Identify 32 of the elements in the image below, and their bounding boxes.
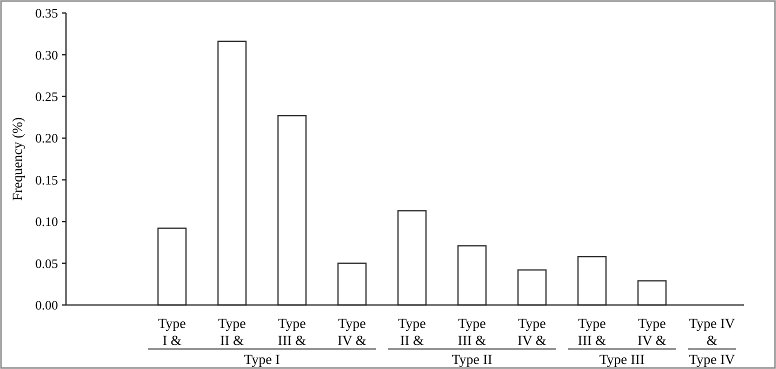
x-tick-label: Type IV & (518, 317, 547, 349)
x-tick-label: Type IV & (688, 317, 736, 349)
bar (337, 262, 367, 306)
text: Type III (599, 353, 645, 368)
bar (637, 280, 667, 306)
x-tick-label: Type III & (578, 317, 606, 349)
bar (397, 210, 427, 306)
y-tick-label: 0.10 (35, 214, 58, 230)
bar (457, 245, 487, 306)
x-tick-label: Type III & (458, 317, 486, 349)
y-tick-label: 0.25 (35, 88, 58, 104)
bar (517, 269, 547, 306)
y-tick-label: 0.20 (35, 130, 58, 146)
x-tick-label: Type II & (218, 317, 246, 349)
bar (277, 114, 307, 306)
y-tick-label: 0.30 (35, 47, 58, 62)
y-tick-label: 0.35 (35, 6, 58, 21)
bar (577, 256, 607, 306)
text: Type I (244, 353, 280, 368)
text: Type IV (688, 353, 736, 368)
x-tick-label: Type IV & (638, 317, 667, 349)
bar (157, 228, 187, 306)
x-tick-label: Type IV & (338, 317, 367, 349)
y-axis-title: Frequency (%) (11, 116, 26, 201)
x-tick-label: Type I & (158, 317, 186, 349)
y-tick-label: 0.00 (35, 298, 58, 313)
text: Type II (452, 353, 493, 368)
x-tick-label: Type II & (398, 317, 426, 349)
y-tick-label: 0.05 (35, 256, 58, 271)
x-tick-label: Type III & (278, 317, 306, 349)
bar (217, 40, 247, 306)
y-tick-label: 0.15 (35, 172, 58, 188)
